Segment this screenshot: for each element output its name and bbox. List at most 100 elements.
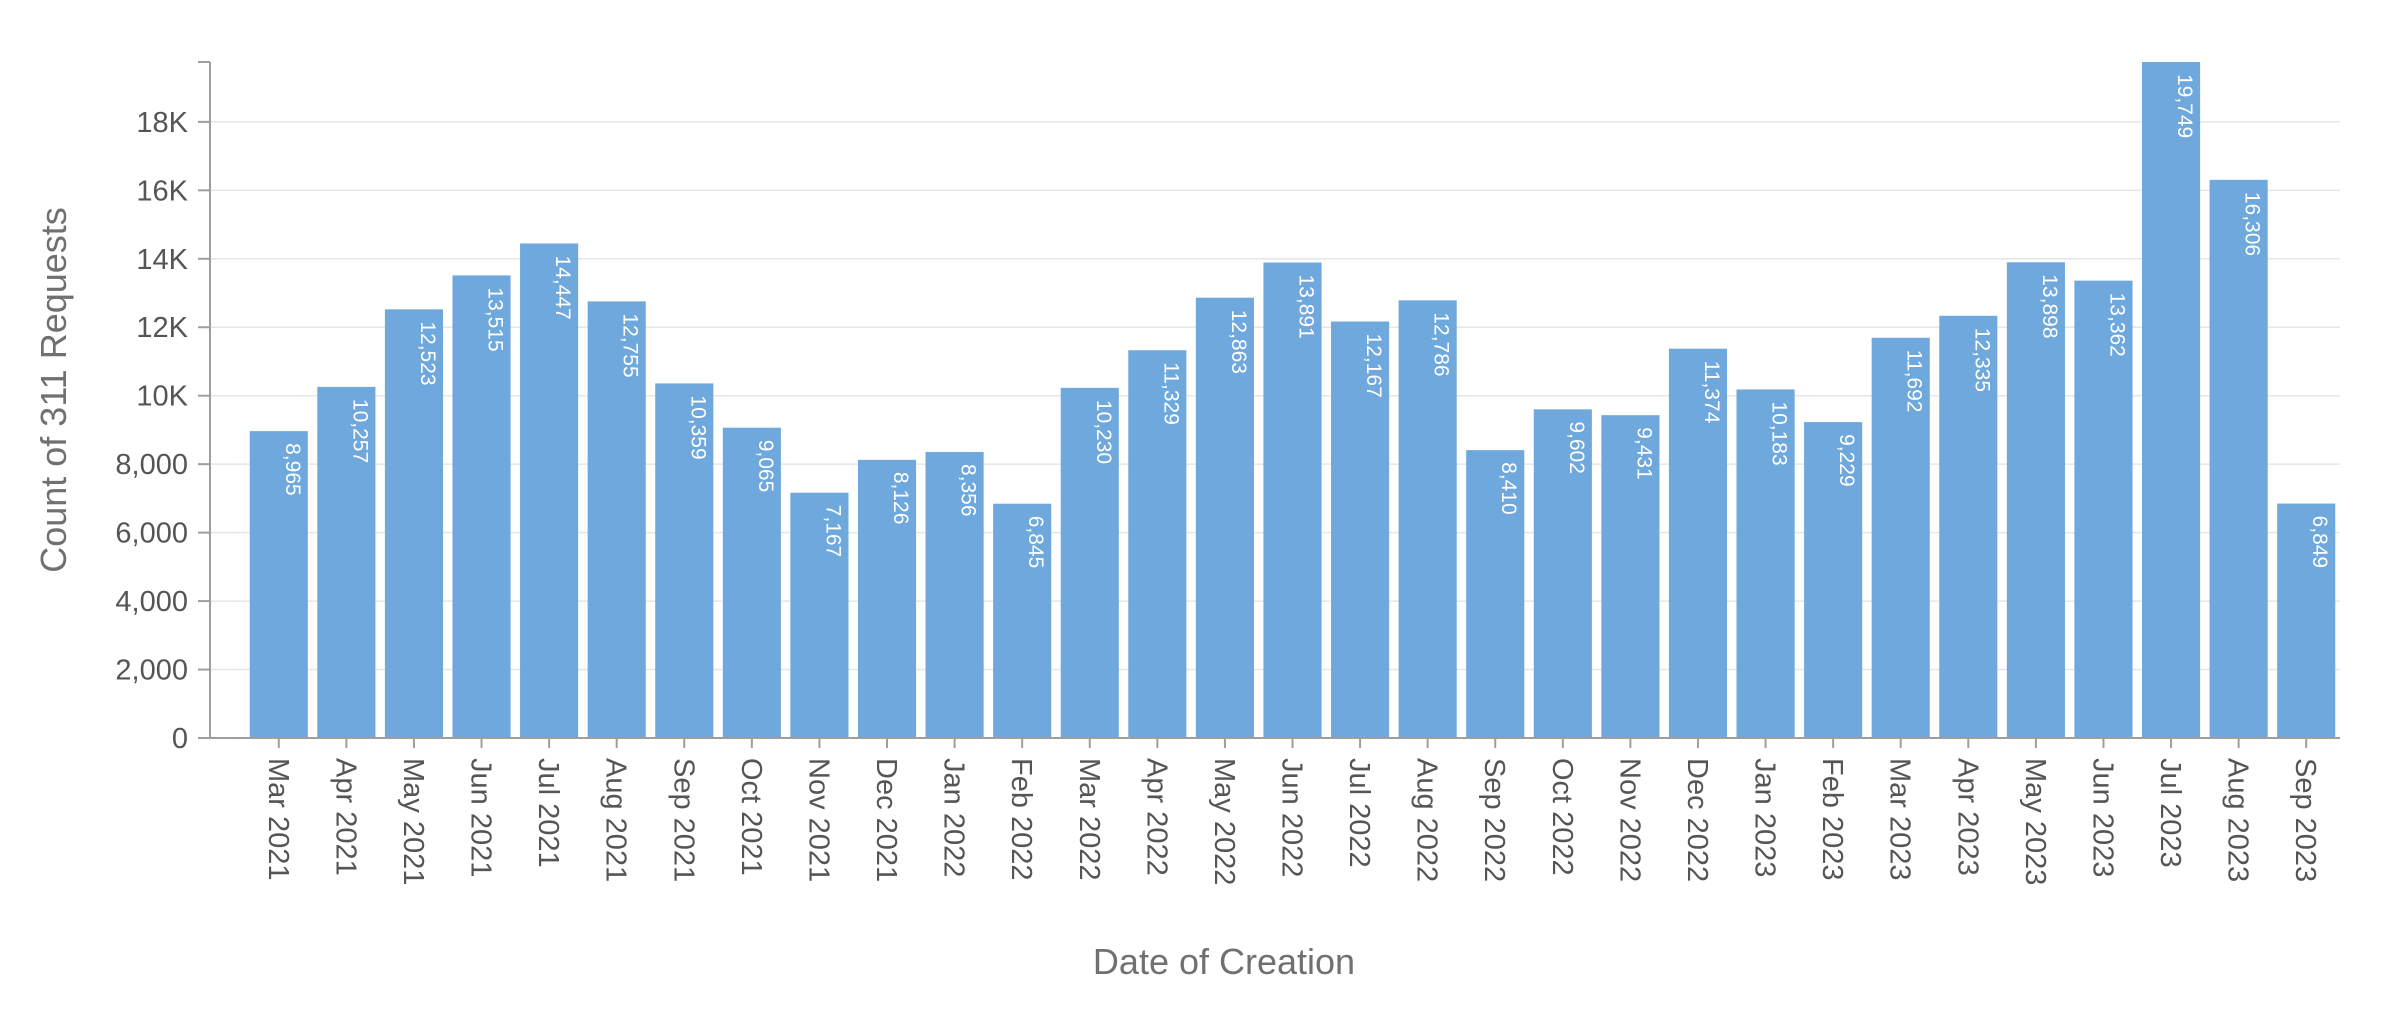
bar-data-label: 13,362 xyxy=(2105,293,2128,357)
x-tick-label: Aug 2021 xyxy=(600,758,632,882)
x-tick-label: Aug 2023 xyxy=(2222,758,2254,882)
bar[interactable] xyxy=(452,275,511,738)
x-tick-label: Feb 2023 xyxy=(1816,758,1848,881)
bar-data-label: 10,257 xyxy=(348,399,371,463)
x-tick-label: Dec 2022 xyxy=(1681,758,1713,882)
y-tick-label: 2,000 xyxy=(115,655,188,687)
bar-data-label: 14,447 xyxy=(551,255,574,319)
x-tick-label: Jul 2023 xyxy=(2154,758,2186,868)
x-tick-label: Aug 2022 xyxy=(1411,758,1443,882)
x-tick-label: Oct 2022 xyxy=(1546,758,1578,876)
y-tick-label: 18K xyxy=(136,107,188,139)
x-tick-label: Apr 2021 xyxy=(329,758,361,876)
bar[interactable] xyxy=(857,459,917,738)
y-tick-label: 0 xyxy=(172,723,188,755)
bar-data-label: 12,167 xyxy=(1362,334,1385,398)
x-axis-ticks: Mar 2021 Apr 2021 May 2021 Jun 2021 Jul 2021… xyxy=(262,738,2321,885)
bar[interactable] xyxy=(1939,315,1998,738)
x-tick-label: Jan 2023 xyxy=(1749,758,1781,877)
bar[interactable] xyxy=(1398,300,1457,738)
bar-data-label: 13,898 xyxy=(2038,274,2061,338)
x-tick-label: Sep 2023 xyxy=(2289,758,2321,882)
bar[interactable] xyxy=(722,427,781,738)
bar[interactable] xyxy=(2277,503,2336,738)
bar-data-label: 8,965 xyxy=(281,443,304,496)
y-axis-title: Count of 311 Requests xyxy=(33,207,74,573)
bar[interactable] xyxy=(2074,280,2133,738)
x-tick-label: May 2022 xyxy=(1208,758,1240,885)
bar[interactable] xyxy=(1466,450,1525,738)
bar-data-label: 12,755 xyxy=(619,313,642,377)
x-tick-label: Jun 2022 xyxy=(1276,758,1308,877)
x-tick-label: Sep 2022 xyxy=(1478,758,1510,882)
x-tick-label: Mar 2021 xyxy=(262,758,294,881)
x-tick-label: Nov 2021 xyxy=(802,758,834,882)
x-tick-label: Mar 2023 xyxy=(1884,758,1916,881)
bar-data-label: 8,356 xyxy=(957,464,980,517)
bar[interactable] xyxy=(384,309,444,738)
bar[interactable] xyxy=(249,431,308,738)
x-tick-label: Jul 2022 xyxy=(1343,758,1375,868)
x-tick-label: Feb 2022 xyxy=(1005,758,1037,881)
x-tick-label: Sep 2021 xyxy=(667,758,699,882)
bar[interactable] xyxy=(317,386,376,738)
x-tick-label: Oct 2021 xyxy=(735,758,767,876)
x-tick-label: May 2023 xyxy=(2019,758,2051,885)
bar-data-label: 11,374 xyxy=(1700,361,1723,424)
y-tick-label: 8,000 xyxy=(115,449,188,481)
bar[interactable] xyxy=(1601,415,1660,738)
x-tick-label: Mar 2022 xyxy=(1073,758,1105,881)
x-tick-label: Nov 2022 xyxy=(1613,758,1645,882)
bar[interactable] xyxy=(1668,348,1728,738)
y-tick-label: 16K xyxy=(136,175,188,207)
bar[interactable] xyxy=(1128,350,1187,738)
bar[interactable] xyxy=(1804,422,1863,738)
bar[interactable] xyxy=(790,492,849,738)
y-tick-label: 6,000 xyxy=(115,518,188,550)
bar[interactable] xyxy=(520,243,579,739)
x-tick-label: Jan 2022 xyxy=(938,758,970,877)
bar-data-label: 13,515 xyxy=(484,287,507,351)
data-labels: 8,965 10,257 12,523 13,515 14,447 12,755 10,35… xyxy=(281,74,2331,568)
bar-data-label: 16,306 xyxy=(2241,192,2264,256)
x-tick-label: Jun 2023 xyxy=(2086,758,2118,877)
bar-data-label: 12,523 xyxy=(416,321,439,385)
bar-data-label: 11,692 xyxy=(1903,350,1926,413)
bar[interactable] xyxy=(1331,321,1390,738)
axes xyxy=(209,62,2340,739)
bar[interactable] xyxy=(1195,297,1254,738)
bar-data-label: 11,329 xyxy=(1159,362,1182,425)
bar[interactable] xyxy=(587,301,646,738)
bar-data-label: 8,410 xyxy=(1497,462,1520,515)
bars xyxy=(249,62,2336,739)
bar[interactable] xyxy=(2209,179,2268,739)
bar[interactable] xyxy=(655,383,714,738)
bar[interactable] xyxy=(925,451,984,738)
x-tick-label: Apr 2023 xyxy=(1951,758,1983,876)
bar[interactable] xyxy=(1263,262,1322,738)
y-tick-label: 12K xyxy=(136,312,188,344)
x-tick-label: Apr 2022 xyxy=(1140,758,1172,876)
x-tick-label: May 2021 xyxy=(397,758,429,885)
y-axis-ticks: 0 2,000 4,000 6,000 8,000 10K 12K 14K 16K 18K xyxy=(115,61,210,755)
bar[interactable] xyxy=(993,503,1052,738)
bar-data-label: 12,863 xyxy=(1227,310,1250,374)
x-tick-label: Dec 2021 xyxy=(870,758,902,882)
bar-data-label: 10,359 xyxy=(686,395,709,459)
bar-data-label: 9,431 xyxy=(1632,427,1655,480)
bar-data-label: 12,786 xyxy=(1430,312,1453,376)
bar[interactable] xyxy=(1533,409,1592,738)
bar-data-label: 9,229 xyxy=(1835,434,1858,487)
bar-data-label: 8,126 xyxy=(889,472,912,525)
bar-data-label: 9,065 xyxy=(754,440,777,493)
bar-data-label: 12,335 xyxy=(1970,328,1993,392)
bar[interactable] xyxy=(1060,387,1119,738)
y-tick-label: 10K xyxy=(136,381,188,413)
bar[interactable] xyxy=(1736,389,1795,738)
bar[interactable] xyxy=(1871,337,1930,738)
bar[interactable] xyxy=(2006,262,2065,738)
bar[interactable] xyxy=(2141,62,2201,738)
y-tick-label: 14K xyxy=(136,244,188,276)
